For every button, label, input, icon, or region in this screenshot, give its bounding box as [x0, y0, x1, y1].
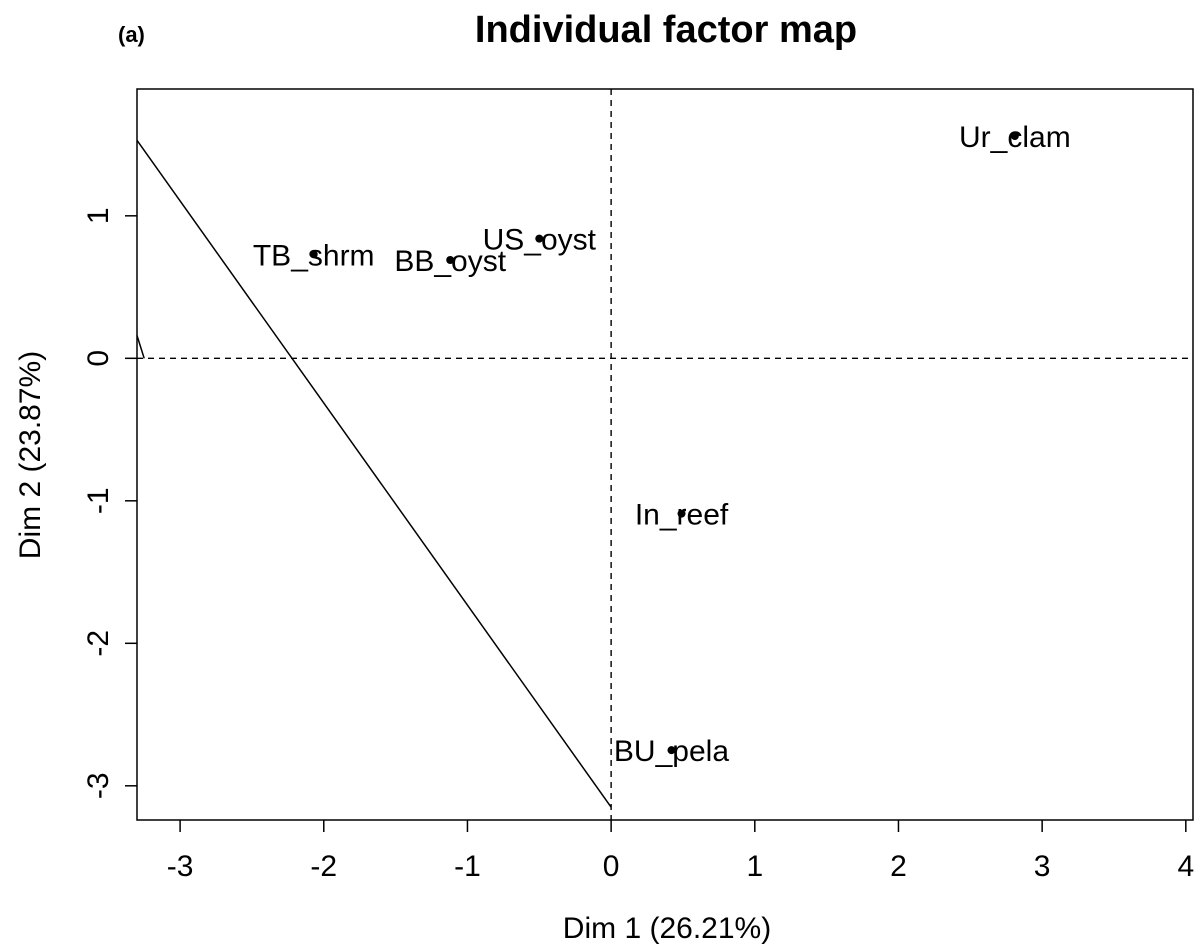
y-axis-title: Dim 2 (23.87%) [14, 351, 47, 559]
point-label-bu-pela: BU_pela [614, 735, 729, 768]
point-label-ur-clam: Ur_clam [959, 121, 1071, 154]
y-axis: -3 -2 -1 0 1 [82, 207, 137, 799]
y-tick-label: -2 [82, 630, 115, 657]
boundary-line-2 [136, 335, 145, 359]
point-in-reef [677, 509, 686, 518]
point-label-in-reef: In_reef [635, 499, 729, 532]
y-tick-label: -1 [82, 487, 115, 514]
x-tick-label: 1 [746, 850, 763, 883]
boundary-line-1 [136, 139, 612, 808]
y-tick-label: 0 [82, 350, 115, 367]
x-tick-label: -3 [167, 850, 194, 883]
x-tick-label: -2 [310, 850, 337, 883]
point-us-oyst [535, 234, 544, 243]
x-axis-title: Dim 1 (26.21%) [563, 912, 771, 945]
point-ur-clam [1010, 132, 1019, 141]
x-tick-label: 3 [1034, 850, 1051, 883]
point-tb-shrm [309, 250, 318, 259]
point-bb-oyst [446, 255, 455, 264]
x-tick-label: -1 [454, 850, 481, 883]
x-axis: -3 -2 -1 0 1 2 3 4 [167, 820, 1194, 883]
point-bu-pela [667, 746, 676, 755]
point-label-bb-oyst: BB_oyst [394, 245, 506, 278]
plot-area: Ur_clam US_oyst TB_shrm BB_oyst In_reef BU_pe… [136, 89, 1193, 820]
y-tick-label: -3 [82, 772, 115, 799]
x-tick-label: 2 [890, 850, 907, 883]
x-tick-label: 4 [1177, 850, 1194, 883]
point-label-us-oyst: US_oyst [483, 224, 597, 257]
x-tick-label: 0 [603, 850, 620, 883]
y-tick-label: 1 [82, 207, 115, 224]
chart-title: Individual factor map [475, 9, 857, 51]
panel-label: (a) [118, 22, 145, 47]
plot-frame [136, 88, 1194, 821]
point-label-tb-shrm: TB_shrm [253, 239, 375, 272]
